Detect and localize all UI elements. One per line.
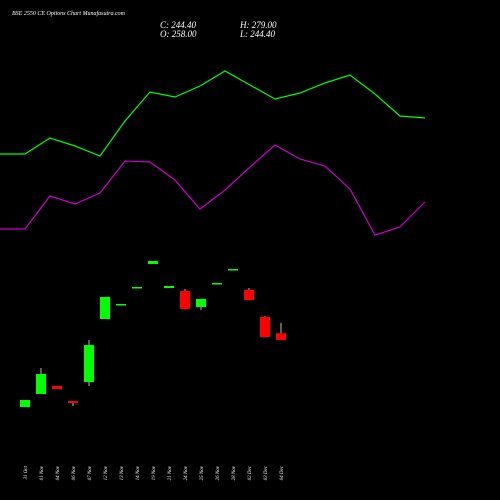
candle-body bbox=[68, 401, 78, 403]
x-tick-label: 02 Dec bbox=[248, 465, 253, 480]
candle-body bbox=[116, 304, 126, 306]
x-tick-label: 04 Nov bbox=[56, 465, 61, 480]
x-tick-label: 06 Nov bbox=[72, 465, 77, 480]
candle-body bbox=[132, 287, 142, 289]
x-tick-label: 13 Nov bbox=[120, 465, 125, 480]
candle-body bbox=[180, 291, 190, 309]
candle-body bbox=[164, 286, 174, 288]
candle-body bbox=[260, 317, 270, 337]
candle-body bbox=[196, 299, 206, 307]
x-tick-label: 12 Nov bbox=[104, 465, 109, 480]
x-tick-label: 25 Nov bbox=[200, 465, 205, 480]
x-tick-label: 28 Nov bbox=[232, 465, 237, 480]
candle-body bbox=[36, 374, 46, 394]
candle-body bbox=[100, 297, 110, 319]
candle-body bbox=[20, 400, 30, 407]
close-label: C: 244.40 bbox=[160, 20, 197, 30]
indicator-line bbox=[0, 70, 426, 157]
candle-body bbox=[276, 333, 286, 340]
x-tick-label: 01 Nov bbox=[40, 465, 45, 480]
x-tick-label: 26 Nov bbox=[216, 465, 221, 480]
low-label: L: 244.40 bbox=[239, 29, 276, 39]
x-tick-label: 24 Nov bbox=[184, 465, 189, 480]
chart-title: BSE 2550 CE Options Chart Munafasutra.co… bbox=[12, 10, 126, 17]
candle-body bbox=[52, 386, 62, 389]
candle-body bbox=[244, 290, 254, 300]
x-tick-label: 07 Nov bbox=[88, 465, 93, 480]
indicator-line bbox=[0, 144, 426, 236]
high-label: H: 279.00 bbox=[239, 20, 277, 30]
x-tick-label: 19 Nov bbox=[152, 465, 157, 480]
x-tick-label: 31 Oct bbox=[24, 465, 29, 479]
x-tick-label: 21 Nov bbox=[168, 465, 173, 480]
candle-body bbox=[148, 261, 158, 264]
candle-body bbox=[228, 269, 238, 271]
open-label: O: 258.00 bbox=[160, 29, 197, 39]
candle-body bbox=[212, 283, 222, 285]
x-tick-label: 03 Dec bbox=[264, 465, 269, 480]
x-tick-label: 04 Dec bbox=[280, 465, 285, 480]
x-tick-label: 14 Nov bbox=[136, 465, 141, 480]
candle-body bbox=[84, 345, 94, 382]
